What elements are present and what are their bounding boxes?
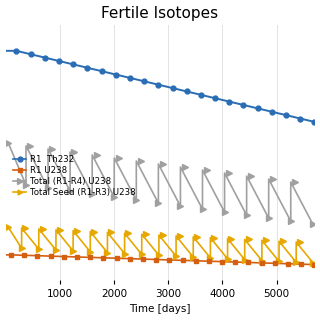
X-axis label: Time [days]: Time [days] <box>129 304 191 315</box>
Title: Fertile Isotopes: Fertile Isotopes <box>101 5 219 20</box>
Legend: R1  Th232, R1 U238, Total (R1-R4) U238, Total Seed (R1-R3) U238: R1 Th232, R1 U238, Total (R1-R4) U238, T… <box>10 151 139 201</box>
